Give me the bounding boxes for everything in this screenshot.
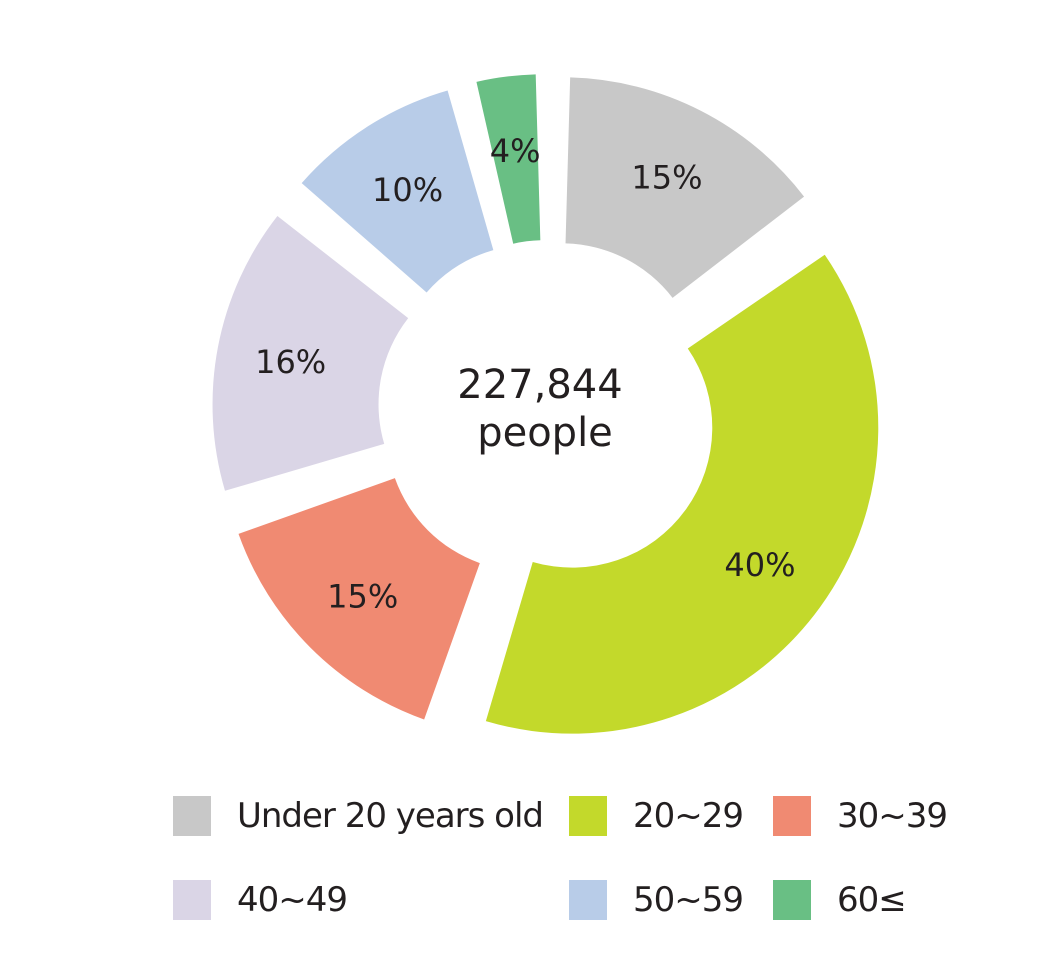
slice-value-label: 16% (255, 343, 326, 381)
slice-value-label: 40% (724, 546, 795, 584)
slice-60- (476, 74, 541, 244)
slice-value-label: 4% (490, 132, 541, 170)
slice-value-label: 10% (372, 171, 443, 209)
slice-value-label: 15% (631, 159, 702, 197)
slice-20-29 (485, 254, 879, 734)
center-total: 227,844 (457, 362, 622, 408)
center-unit: people (477, 410, 613, 456)
slice-value-label: 15% (327, 577, 398, 615)
slice-50-59 (301, 90, 494, 293)
slice-labels: 15% 40% 15% 16% 10% 4% (255, 132, 795, 615)
slice-under-20-years-old (565, 77, 805, 298)
slice-30-39 (238, 478, 480, 720)
donut-slices (212, 74, 879, 734)
slice-40-49 (212, 215, 409, 491)
